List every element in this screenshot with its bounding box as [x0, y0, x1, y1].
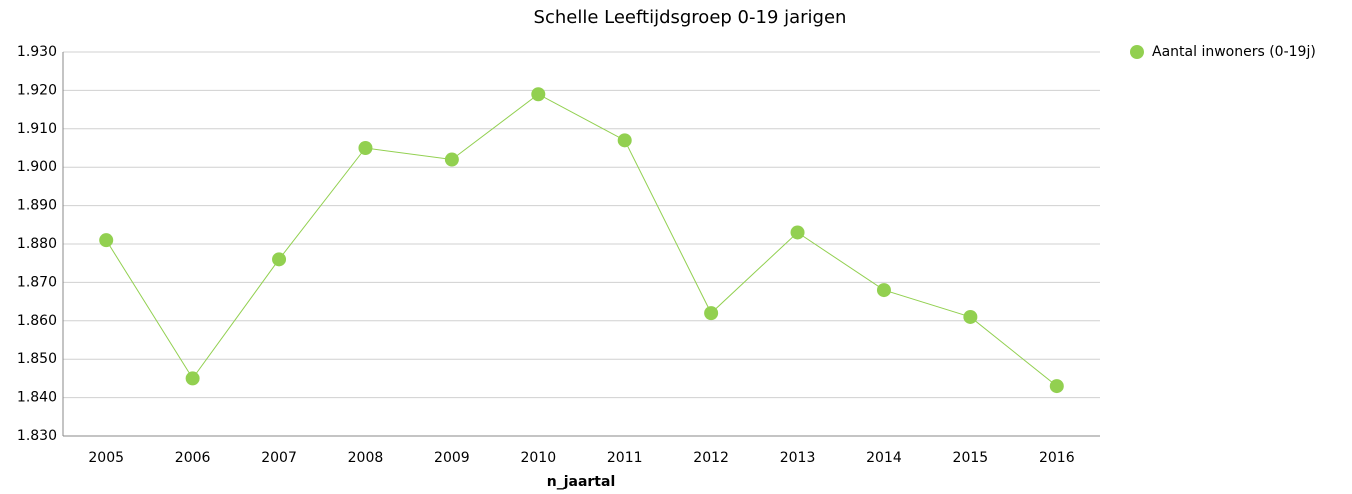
- data-point: [790, 225, 805, 240]
- x-tick-label: 2012: [693, 450, 729, 466]
- legend-label: Aantal inwoners (0-19j): [1152, 44, 1316, 60]
- data-point: [617, 133, 632, 148]
- series-line: [105, 93, 1058, 387]
- x-tick-label: 2009: [434, 450, 470, 466]
- data-point: [1049, 379, 1064, 394]
- y-tick-label: 1.850: [17, 351, 57, 367]
- data-point: [99, 233, 114, 248]
- data-point: [963, 309, 978, 324]
- data-point: [185, 371, 200, 386]
- data-point: [444, 152, 459, 167]
- x-tick-label: 2014: [866, 450, 902, 466]
- legend-marker: [1130, 45, 1144, 59]
- data-point: [531, 87, 546, 102]
- y-tick-label: 1.910: [17, 121, 57, 137]
- x-tick-label: 2013: [780, 450, 816, 466]
- data-point: [876, 283, 891, 298]
- data-point: [704, 306, 719, 321]
- x-tick-label: 2011: [607, 450, 643, 466]
- x-tick-label: 2008: [348, 450, 384, 466]
- y-tick-label: 1.860: [17, 313, 57, 329]
- x-tick-label: 2007: [261, 450, 297, 466]
- chart-title: Schelle Leeftijdsgroep 0-19 jarigen: [534, 7, 847, 28]
- x-tick-label: 2016: [1039, 450, 1075, 466]
- x-axis-label: n_jaartal: [547, 474, 616, 490]
- y-tick-label: 1.920: [17, 82, 57, 98]
- x-tick-label: 2005: [88, 450, 124, 466]
- x-tick-label: 2015: [953, 450, 989, 466]
- y-tick-label: 1.840: [17, 390, 57, 406]
- y-tick-label: 1.870: [17, 274, 57, 290]
- y-tick-label: 1.880: [17, 236, 57, 252]
- x-tick-label: 2010: [520, 450, 556, 466]
- x-tick-label: 2006: [175, 450, 211, 466]
- y-tick-label: 1.890: [17, 198, 57, 214]
- y-tick-label: 1.930: [17, 44, 57, 60]
- data-point: [358, 141, 373, 155]
- y-tick-label: 1.900: [17, 159, 57, 175]
- data-point: [272, 252, 287, 267]
- y-tick-label: 1.830: [17, 428, 57, 444]
